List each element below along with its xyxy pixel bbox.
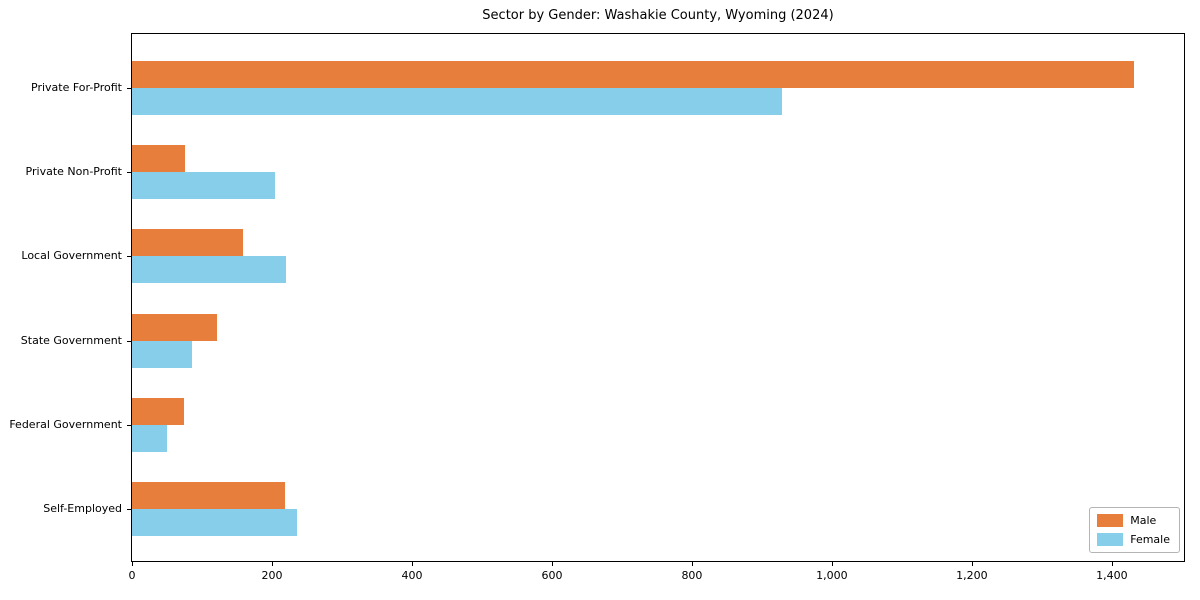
x-tick-label-0: 0 [128,569,136,582]
plot-area: 0 200 400 600 800 1,000 1,200 1,400 Male Female [127,33,1185,582]
y-label-local-government: Local Government [21,249,122,263]
x-tick-label-1000: 1,000 [816,569,848,582]
bar-male-private-non-profit [132,145,186,173]
y-tick-private-for-profit [127,88,131,89]
x-tick-800 [691,562,693,566]
y-label-private-non-profit: Private Non-Profit [25,165,122,179]
bar-female-federal-government [132,424,167,452]
female-legend-label: Female [1130,533,1170,546]
bar-female-private-non-profit [132,172,275,200]
male-legend-swatch [1097,514,1124,527]
x-tick-label-600: 600 [541,569,563,582]
y-label-private-for-profit: Private For-Profit [31,81,122,94]
female-legend-swatch [1097,533,1124,546]
bar-female-self-employed [132,509,298,536]
bar-male-state-government [132,313,218,341]
x-tick-label-400: 400 [401,569,423,582]
bar-female-local-government [132,256,286,284]
legend: Male Female [1089,507,1180,553]
y-label-self-employed: Self-Employed [43,502,122,515]
bar-male-private-for-profit [132,61,1134,88]
y-tick-self-employed [127,509,131,510]
x-tick-label-200: 200 [261,569,283,582]
x-tick-label-1400: 1,400 [1096,569,1128,582]
x-tick-200 [271,562,273,566]
bar-female-private-for-profit [132,88,783,115]
x-tick-label-1200: 1,200 [956,569,988,582]
y-tick-local-government [127,256,131,258]
x-tick-1200 [971,562,973,566]
y-tick-federal-government [127,424,131,426]
bar-female-state-government [132,340,193,368]
y-label-state-government: State Government [20,333,122,347]
chart-title: Sector by Gender: Washakie County, Wyomi… [482,8,834,23]
y-label-federal-government: Federal Government [9,417,122,431]
x-tick-400 [411,562,413,566]
bar-male-local-government [132,229,244,257]
x-tick-1400 [1111,562,1113,566]
y-tick-private-non-profit [127,172,131,174]
male-legend-label: Male [1130,514,1157,527]
legend-item-male: Male [1097,514,1170,527]
x-tick-1000 [831,562,833,566]
bar-male-federal-government [132,397,185,425]
x-tick-label-800: 800 [681,569,703,582]
bar-male-self-employed [132,482,285,509]
legend-item-female: Female [1097,533,1170,546]
y-tick-state-government [127,340,131,342]
x-tick-0 [132,562,133,566]
x-tick-600 [551,562,553,566]
